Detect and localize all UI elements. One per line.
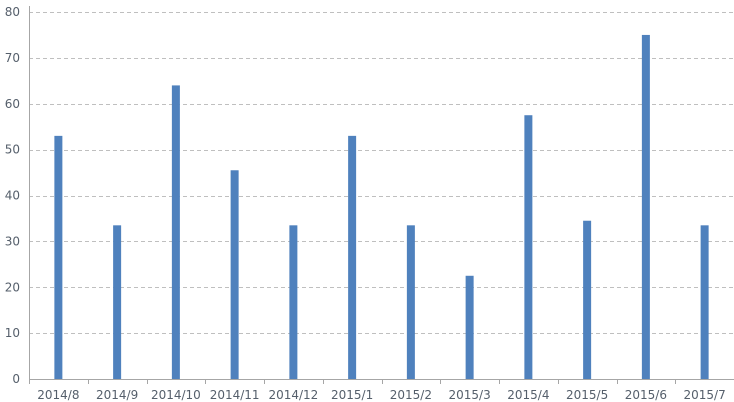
y-tick-label: 80 bbox=[5, 5, 20, 19]
y-tick-label: 60 bbox=[5, 97, 20, 111]
y-tick-label: 20 bbox=[5, 280, 20, 294]
bar bbox=[700, 225, 709, 379]
bar bbox=[230, 170, 239, 379]
x-tick-label: 2014/11 bbox=[210, 388, 260, 402]
x-tick-label: 2014/8 bbox=[37, 388, 79, 402]
bar bbox=[583, 220, 592, 379]
y-tick-label: 50 bbox=[5, 143, 20, 157]
y-tick-label: 70 bbox=[5, 51, 20, 65]
x-tick-label: 2014/10 bbox=[151, 388, 201, 402]
bar bbox=[348, 135, 357, 379]
y-tick-label: 0 bbox=[12, 372, 20, 386]
bar bbox=[289, 225, 298, 379]
bar bbox=[641, 34, 650, 379]
x-tick-label: 2015/7 bbox=[684, 388, 726, 402]
bar bbox=[54, 135, 63, 379]
bar bbox=[171, 85, 180, 380]
x-tick-label: 2015/3 bbox=[449, 388, 491, 402]
x-tick-label: 2015/4 bbox=[507, 388, 549, 402]
bar bbox=[524, 115, 533, 379]
y-tick-label: 10 bbox=[5, 326, 20, 340]
x-tick-label: 2014/12 bbox=[268, 388, 318, 402]
x-tick-label: 2015/6 bbox=[625, 388, 667, 402]
x-tick-labels: 2014/8 2014/9 2014/10 2014/11 2014/12 2015/1 2… bbox=[37, 388, 725, 402]
x-tick-label: 2015/5 bbox=[566, 388, 608, 402]
y-tick-label: 40 bbox=[5, 189, 20, 203]
x-tick-label: 2015/2 bbox=[390, 388, 432, 402]
bar bbox=[406, 225, 415, 379]
axes bbox=[29, 6, 734, 384]
x-tick-label: 2015/1 bbox=[331, 388, 373, 402]
bar bbox=[465, 275, 474, 379]
y-tick-label: 30 bbox=[5, 234, 20, 248]
bar bbox=[113, 225, 122, 379]
bars bbox=[54, 34, 709, 380]
gridlines bbox=[29, 12, 734, 334]
x-tick-label: 2014/9 bbox=[96, 388, 138, 402]
y-tick-labels: 0 10 20 30 40 50 60 70 80 bbox=[5, 5, 20, 386]
